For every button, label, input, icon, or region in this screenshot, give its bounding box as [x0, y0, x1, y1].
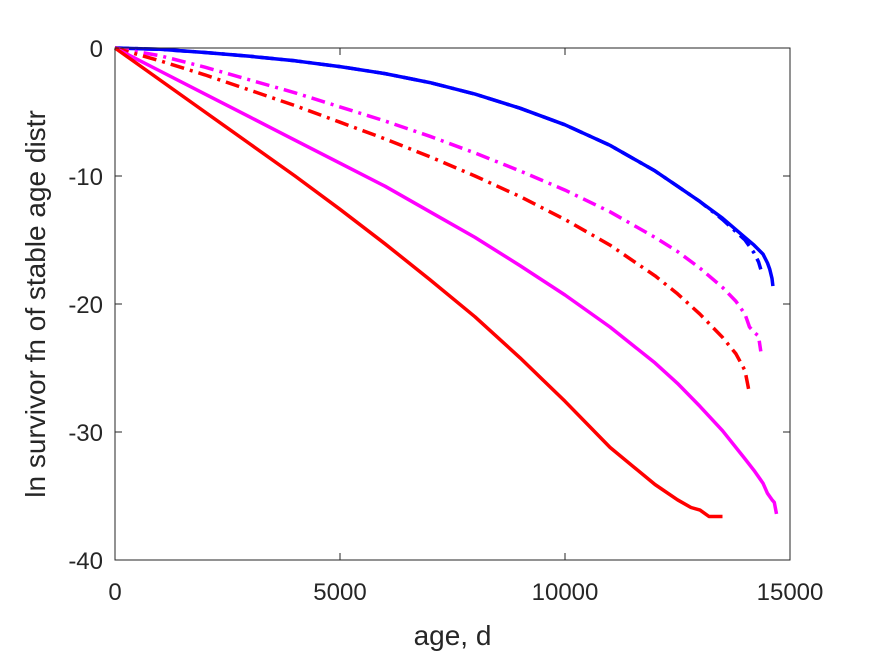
y-tick-label: -20 — [68, 292, 103, 319]
plot-area — [115, 48, 790, 560]
y-tick-label: -10 — [68, 164, 103, 191]
y-tick-label: -40 — [68, 548, 103, 575]
y-tick-label: 0 — [90, 36, 103, 63]
y-tick-label: -30 — [68, 420, 103, 447]
series-line-4 — [114, 46, 752, 394]
x-tick-label: 5000 — [313, 579, 366, 606]
x-tick-label: 10000 — [532, 579, 599, 606]
series-line-6 — [113, 46, 723, 519]
y-axis-label: ln survivor fn of stable age distr — [20, 110, 51, 498]
series-line-2 — [114, 46, 763, 270]
series-line-5 — [114, 46, 779, 515]
x-tick-label: 0 — [108, 579, 121, 606]
series-line-3 — [114, 46, 763, 352]
x-tick-label: 15000 — [757, 579, 824, 606]
x-axis-label: age, d — [414, 620, 492, 651]
